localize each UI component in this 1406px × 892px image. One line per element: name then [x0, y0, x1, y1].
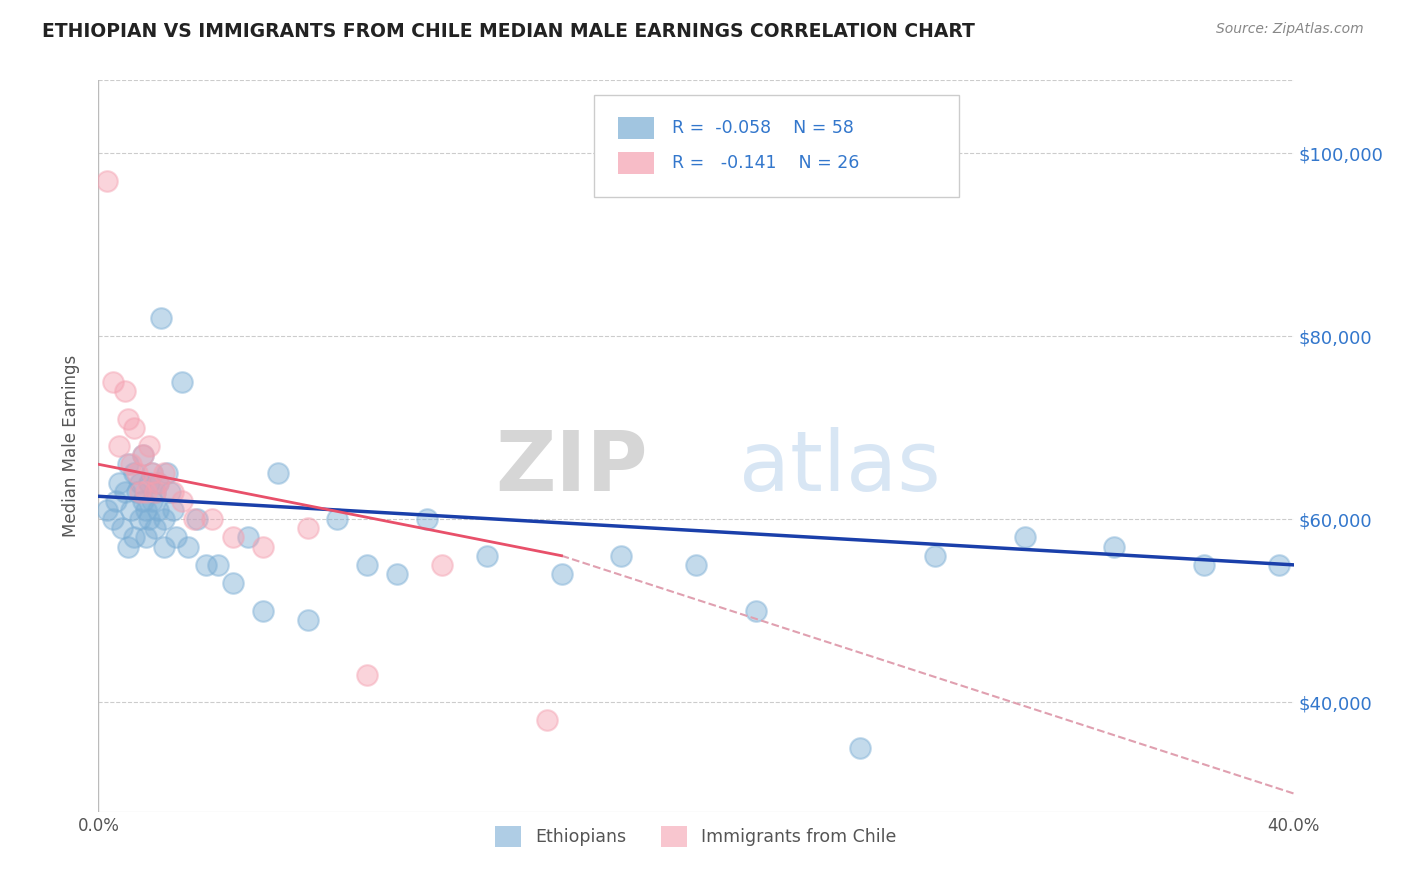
Point [141, 493, 163, 508]
Point [135, 503, 157, 517]
Point [124, 530, 146, 544]
Point [222, 576, 245, 591]
Point [356, 558, 378, 572]
Point [108, 439, 131, 453]
Point [141, 467, 163, 481]
Point [132, 448, 155, 462]
Text: atlas: atlas [738, 427, 941, 508]
Point [162, 503, 184, 517]
Point [536, 714, 558, 728]
Point [148, 475, 170, 490]
Point [222, 530, 245, 544]
Point [129, 484, 152, 499]
Point [150, 310, 173, 325]
Point [108, 475, 131, 490]
Point [416, 512, 439, 526]
Point [356, 667, 378, 681]
Point [172, 493, 194, 508]
Point [135, 530, 157, 544]
Point [177, 540, 200, 554]
Point [745, 603, 768, 617]
Point [156, 467, 179, 481]
Point [236, 530, 259, 544]
Point [1267, 558, 1289, 572]
Point [143, 521, 166, 535]
Legend: Ethiopians, Immigrants from Chile: Ethiopians, Immigrants from Chile [488, 819, 904, 855]
Point [143, 484, 166, 499]
Y-axis label: Median Male Earnings: Median Male Earnings [62, 355, 80, 537]
Point [1014, 530, 1036, 544]
Point [148, 503, 170, 517]
Point [153, 512, 176, 526]
Text: R =  -0.058    N = 58: R = -0.058 N = 58 [672, 119, 853, 136]
Point [610, 549, 633, 563]
Point [172, 375, 194, 389]
Point [252, 540, 274, 554]
Point [252, 603, 274, 617]
Point [1104, 540, 1126, 554]
FancyBboxPatch shape [595, 95, 959, 197]
Point [129, 475, 152, 490]
Point [114, 384, 136, 398]
Text: ETHIOPIAN VS IMMIGRANTS FROM CHILE MEDIAN MALE EARNINGS CORRELATION CHART: ETHIOPIAN VS IMMIGRANTS FROM CHILE MEDIA… [42, 22, 974, 41]
Point [297, 521, 319, 535]
FancyBboxPatch shape [619, 117, 654, 139]
Point [120, 503, 142, 517]
Point [849, 740, 872, 755]
Point [105, 493, 128, 508]
Point [103, 512, 125, 526]
Point [685, 558, 707, 572]
Point [148, 475, 170, 490]
Point [124, 420, 146, 434]
Point [124, 467, 146, 481]
Point [326, 512, 349, 526]
Point [127, 467, 149, 481]
Point [132, 493, 155, 508]
Point [117, 457, 139, 471]
Point [207, 558, 229, 572]
Point [153, 540, 176, 554]
Point [117, 540, 139, 554]
Text: Source: ZipAtlas.com: Source: ZipAtlas.com [1216, 22, 1364, 37]
Point [186, 512, 208, 526]
Point [117, 411, 139, 425]
Point [201, 512, 224, 526]
Point [195, 558, 218, 572]
Point [120, 457, 142, 471]
Point [96, 174, 118, 188]
Point [114, 484, 136, 499]
Point [165, 530, 187, 544]
Point [138, 439, 160, 453]
Point [135, 484, 157, 499]
Point [143, 484, 166, 499]
FancyBboxPatch shape [619, 152, 654, 174]
Point [138, 512, 160, 526]
Point [924, 549, 946, 563]
Point [267, 467, 290, 481]
Point [129, 512, 152, 526]
Point [162, 484, 184, 499]
Point [475, 549, 498, 563]
Text: ZIP: ZIP [496, 427, 648, 508]
Point [127, 484, 149, 499]
Point [550, 567, 572, 582]
Point [159, 484, 181, 499]
Point [141, 467, 163, 481]
Point [297, 613, 319, 627]
Point [183, 512, 205, 526]
Point [385, 567, 409, 582]
Text: R =   -0.141    N = 26: R = -0.141 N = 26 [672, 154, 859, 172]
Point [103, 375, 125, 389]
Point [153, 467, 176, 481]
Point [132, 448, 155, 462]
Point [430, 558, 453, 572]
Point [138, 475, 160, 490]
Point [96, 503, 118, 517]
Point [1192, 558, 1215, 572]
Point [111, 521, 134, 535]
